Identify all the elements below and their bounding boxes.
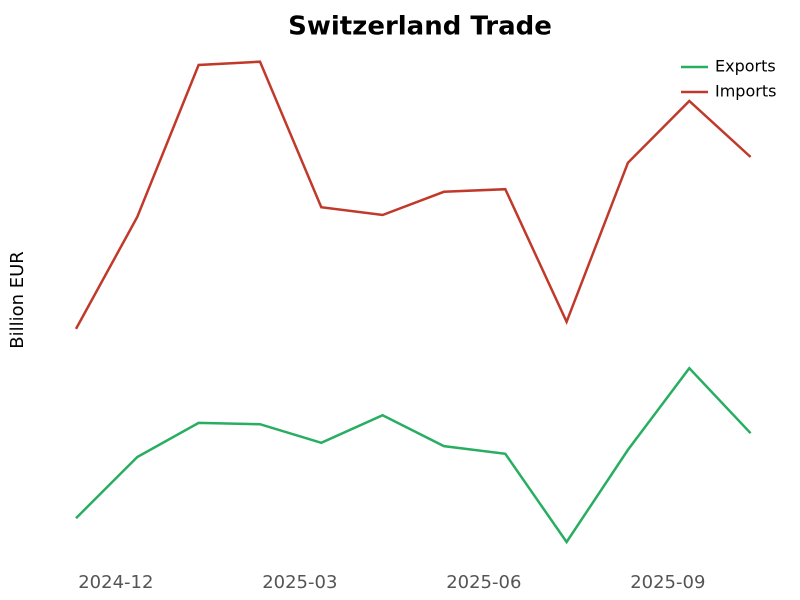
x-tick-label: 2024-12 [78,572,153,593]
y-axis-label: Billion EUR [7,251,28,349]
legend-label: Imports [715,82,776,101]
x-tick-label: 2025-03 [262,572,337,593]
line-series [75,366,752,545]
chart-title: Switzerland Trade [288,12,552,42]
x-tick-label: 2025-06 [446,572,521,593]
x-tick-label: 2025-09 [630,572,705,593]
line-series [74,60,752,330]
legend-label: Exports [715,57,776,76]
